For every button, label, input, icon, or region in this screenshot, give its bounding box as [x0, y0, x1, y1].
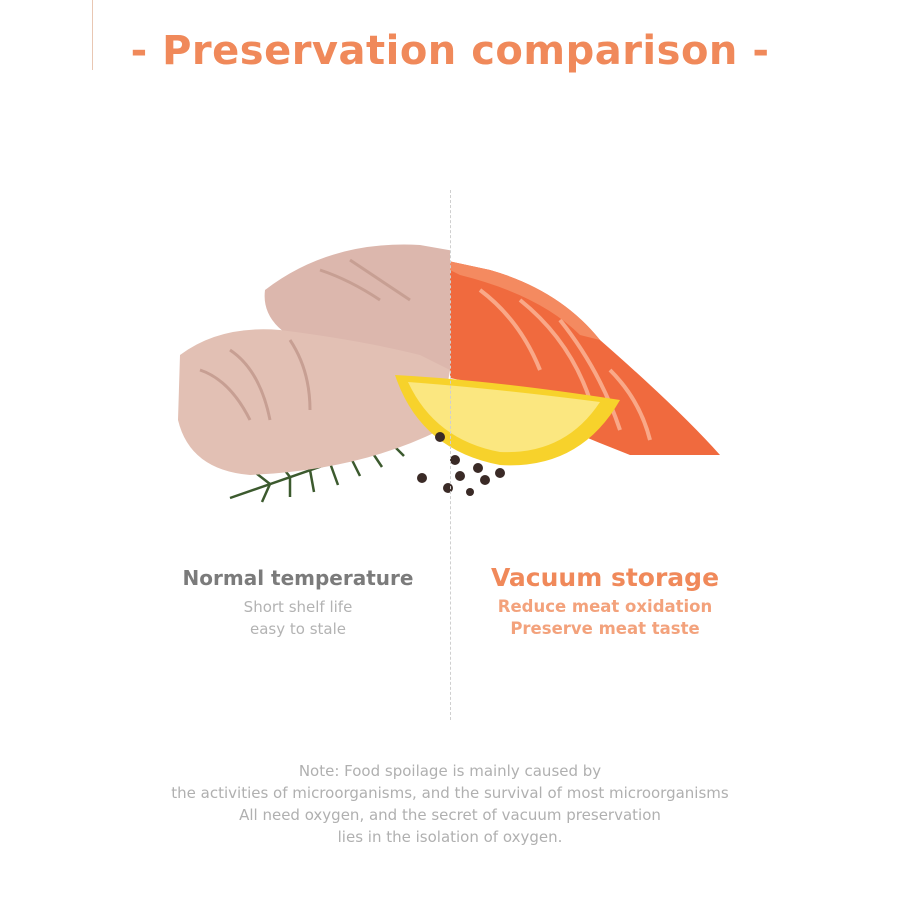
note-line: the activities of microorganisms, and th… [171, 784, 729, 802]
raw-fish-normal [178, 244, 450, 475]
left-line: Short shelf life [243, 598, 353, 616]
left-heading: Normal temperature [182, 566, 414, 590]
note-line: All need oxygen, and the secret of vacuu… [239, 806, 661, 824]
page-title: - Preservation comparison - [130, 28, 770, 74]
note-line: lies in the isolation of oxygen. [337, 828, 563, 846]
left-line: easy to stale [250, 620, 346, 638]
lemon-wedge [395, 375, 620, 466]
normal-temperature-section: Normal temperature Short shelf life easy… [148, 566, 448, 640]
vacuum-storage-section: Vacuum storage Reduce meat oxidation Pre… [455, 563, 755, 640]
fish-comparison-image [178, 244, 720, 503]
note-text: Note: Food spoilage is mainly caused by … [0, 760, 900, 848]
decorative-line [92, 0, 93, 70]
right-line: Preserve meat taste [510, 619, 700, 638]
center-divider [450, 190, 451, 720]
right-heading: Vacuum storage [490, 563, 720, 592]
note-line: Note: Food spoilage is mainly caused by [298, 762, 602, 780]
right-line: Reduce meat oxidation [497, 597, 713, 616]
